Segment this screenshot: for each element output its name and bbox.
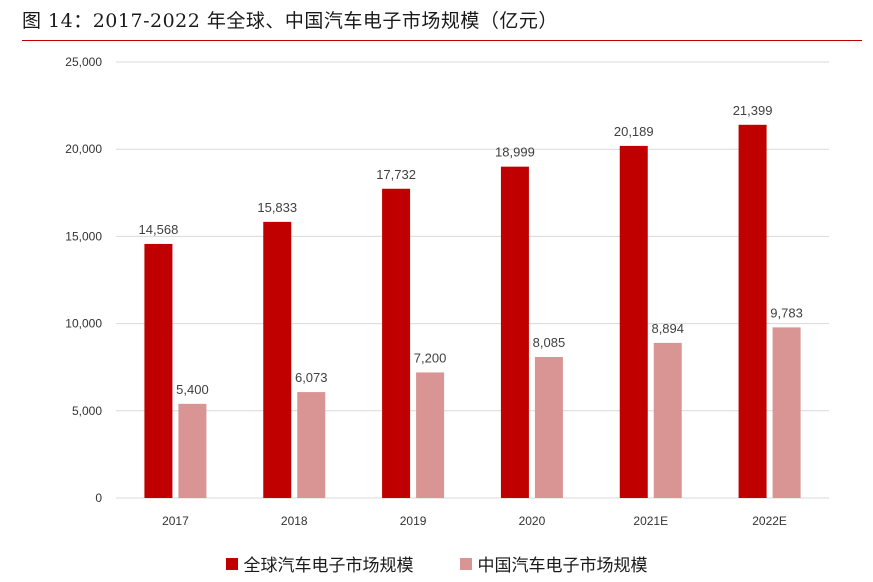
bar-global bbox=[500, 166, 529, 498]
bar-china bbox=[653, 342, 682, 498]
y-tick-label: 5,000 bbox=[72, 404, 102, 418]
bar-china bbox=[772, 327, 801, 498]
y-tick-label: 0 bbox=[95, 491, 102, 505]
x-tick-label: 2017 bbox=[162, 514, 189, 528]
data-label-global: 14,568 bbox=[139, 222, 179, 237]
bar-china bbox=[416, 372, 445, 498]
legend-swatch-global bbox=[225, 557, 238, 570]
bar-global bbox=[382, 188, 411, 499]
bar-china bbox=[534, 356, 563, 498]
x-tick-label: 2018 bbox=[281, 514, 308, 528]
x-tick-label: 2022E bbox=[752, 514, 787, 528]
bar-china bbox=[297, 392, 326, 498]
data-label-global: 21,399 bbox=[733, 103, 773, 118]
bar-china bbox=[178, 403, 207, 498]
legend-label-global: 全球汽车电子市场规模 bbox=[243, 556, 414, 576]
data-label-global: 17,732 bbox=[376, 167, 416, 182]
legend-label-china: 中国汽车电子市场规模 bbox=[477, 556, 648, 576]
bar-global bbox=[619, 145, 648, 498]
data-label-china: 8,085 bbox=[533, 335, 566, 350]
x-tick-label: 2020 bbox=[519, 514, 546, 528]
data-label-china: 9,783 bbox=[770, 305, 803, 320]
bar-global bbox=[144, 243, 173, 498]
legend-swatch-china bbox=[459, 557, 472, 570]
data-label-china: 6,073 bbox=[295, 370, 328, 385]
data-label-china: 8,894 bbox=[651, 321, 684, 336]
x-tick-label: 2019 bbox=[400, 514, 427, 528]
legend-item-china: 中国汽车电子市场规模 bbox=[459, 551, 648, 576]
data-label-global: 18,999 bbox=[495, 145, 535, 160]
data-label-global: 15,833 bbox=[257, 200, 297, 215]
y-tick-label: 25,000 bbox=[65, 55, 102, 69]
figure-title: 图 14：2017-2022 年全球、中国汽车电子市场规模（亿元） bbox=[22, 10, 558, 32]
bar-chart: 0 5,000 10,000 15,000 20,000 25,000 14,568 5,40… bbox=[65, 55, 829, 528]
legend-item-global: 全球汽车电子市场规模 bbox=[225, 551, 414, 576]
data-label-global: 20,189 bbox=[614, 124, 654, 139]
y-tick-label: 20,000 bbox=[65, 142, 102, 156]
y-tick-label: 15,000 bbox=[65, 229, 102, 243]
bar-global bbox=[263, 221, 292, 498]
data-label-china: 5,400 bbox=[176, 382, 209, 397]
chart-legend: 全球汽车电子市场规模 中国汽车电子市场规模 bbox=[0, 551, 873, 576]
bar-global bbox=[738, 124, 767, 498]
y-tick-label: 10,000 bbox=[65, 317, 102, 331]
title-divider bbox=[22, 40, 862, 41]
x-tick-label: 2021E bbox=[633, 514, 668, 528]
data-label-china: 7,200 bbox=[414, 350, 447, 365]
